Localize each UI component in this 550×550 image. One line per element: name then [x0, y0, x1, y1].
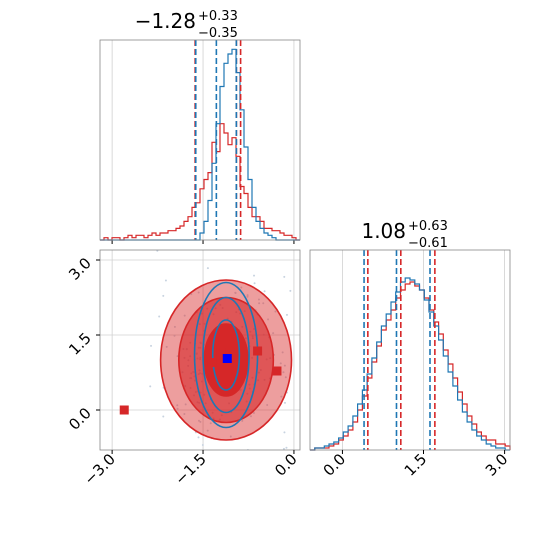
sample-point [279, 362, 282, 365]
blue-histogram [100, 48, 300, 241]
sample-point [176, 407, 179, 410]
sample-point [197, 419, 200, 422]
red-square-marker [253, 346, 263, 356]
sample-point [253, 282, 256, 285]
sample-point [197, 291, 200, 294]
red-square-marker [272, 366, 282, 376]
sample-point [283, 364, 286, 367]
sample-point [258, 302, 261, 305]
sample-point [355, 345, 357, 347]
sample-point [149, 385, 152, 388]
panel-frame [99, 39, 301, 241]
sample-point [257, 298, 260, 301]
sample-point [156, 250, 159, 252]
y-tick-label: 3.0 [65, 254, 95, 284]
sample-point [162, 415, 165, 418]
sample-point [282, 447, 285, 450]
sample-point [307, 309, 309, 311]
sample-point [246, 295, 249, 298]
sample-point [234, 244, 236, 246]
sample-point [234, 291, 237, 294]
panel-title-value: 1.08 [361, 219, 406, 243]
panel-frame [99, 249, 301, 451]
sample-point [206, 267, 209, 270]
panel-title-upper-error: +0.63 [408, 219, 448, 234]
red-square-marker [119, 405, 129, 415]
sample-point [173, 325, 176, 328]
x-tick-label: 3.0 [482, 450, 512, 480]
sample-point [183, 413, 186, 416]
histogram-x-panel: −1.28 +0.33 −0.35 [99, 9, 301, 244]
blue-contour-middle [202, 296, 250, 414]
sample-point [206, 429, 209, 432]
panel-frame [309, 249, 511, 451]
sample-point [135, 490, 137, 492]
sample-point [209, 422, 212, 425]
sample-point [285, 446, 288, 449]
sample-point [301, 355, 303, 357]
sample-point [280, 395, 283, 398]
sample-point [272, 332, 275, 335]
sample-point [285, 313, 288, 316]
sample-point [197, 436, 200, 439]
sample-point [184, 403, 187, 406]
sample-point [208, 235, 210, 237]
blue-square-marker [222, 354, 232, 363]
panel-title-lower-error: −0.35 [198, 26, 238, 41]
x-tick-label: −1.5 [171, 450, 209, 488]
panel-title-upper-error: +0.33 [198, 9, 238, 24]
sample-point [173, 334, 176, 337]
sample-point [183, 314, 186, 317]
sample-point [253, 274, 256, 277]
sample-point [274, 310, 277, 313]
sample-point [158, 315, 161, 318]
sample-point [282, 371, 285, 374]
blue-histogram [310, 277, 510, 451]
sample-point [246, 294, 249, 297]
sample-point [302, 415, 304, 417]
histogram-y-panel: 0.0 1.5 3.0 1.08 +0.63 −0.61 [309, 219, 512, 480]
sample-point [289, 289, 292, 292]
sample-point [283, 431, 286, 434]
sample-point [190, 293, 193, 296]
sample-point [164, 279, 167, 282]
joint-plot-area [100, 235, 357, 492]
sample-point [249, 415, 252, 418]
sample-point [283, 401, 286, 404]
sample-point [201, 444, 204, 447]
panel-title-value: −1.28 [135, 9, 196, 33]
x-tick-label: −3.0 [80, 450, 118, 488]
red-histogram [310, 281, 511, 451]
sample-point [252, 411, 255, 414]
x-tick-label: 0.0 [320, 450, 350, 480]
sample-point [263, 290, 266, 293]
sample-point [281, 351, 284, 354]
x-tick-label: 1.5 [401, 450, 431, 480]
red-square-marker [216, 348, 226, 357]
y-tick-label: 0.0 [65, 404, 95, 434]
sample-point [284, 376, 287, 379]
y-tick-label: 1.5 [65, 329, 95, 359]
sample-point [266, 404, 269, 407]
sample-point [229, 435, 232, 438]
sample-point [162, 294, 165, 297]
sample-point [165, 345, 168, 348]
panel-title-lower-error: −0.61 [408, 236, 448, 251]
sample-point [262, 302, 265, 305]
x-tick-label: 0.0 [271, 450, 301, 480]
sample-point [176, 404, 179, 407]
sample-point [241, 419, 244, 422]
joint-contour-panel: −3.0 −1.5 0.0 0.0 1.5 3.0 [65, 235, 357, 492]
sample-point [240, 286, 243, 289]
red-square-marker [207, 358, 217, 367]
sample-point [199, 420, 202, 423]
sample-point [267, 318, 270, 321]
sample-point [150, 344, 153, 347]
sample-point [283, 275, 286, 278]
blue-contour-inner [211, 319, 241, 391]
red-histogram [100, 123, 300, 241]
